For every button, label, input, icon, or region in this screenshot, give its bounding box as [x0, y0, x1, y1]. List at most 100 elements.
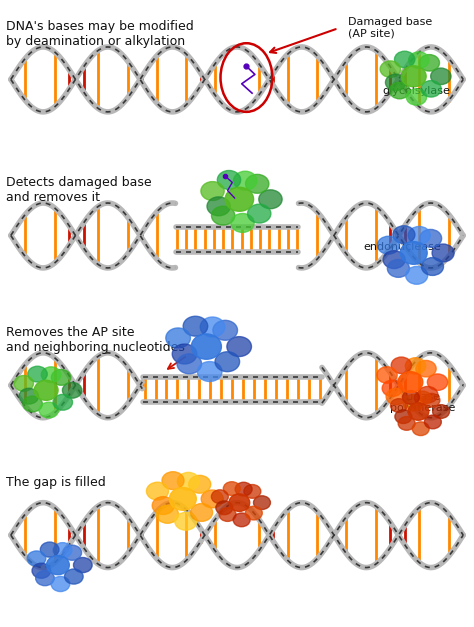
Ellipse shape	[162, 472, 184, 490]
Ellipse shape	[418, 386, 438, 403]
Ellipse shape	[386, 388, 406, 404]
Ellipse shape	[177, 472, 200, 490]
Ellipse shape	[211, 490, 228, 503]
Ellipse shape	[390, 82, 410, 99]
Ellipse shape	[387, 260, 410, 277]
Ellipse shape	[175, 512, 197, 530]
Ellipse shape	[401, 66, 426, 87]
Ellipse shape	[200, 317, 225, 337]
Ellipse shape	[64, 569, 83, 584]
Ellipse shape	[53, 542, 72, 558]
Ellipse shape	[405, 357, 426, 374]
Ellipse shape	[172, 344, 197, 364]
Ellipse shape	[73, 557, 92, 572]
Ellipse shape	[233, 513, 250, 527]
Ellipse shape	[177, 354, 201, 374]
Ellipse shape	[51, 369, 71, 385]
Ellipse shape	[416, 361, 436, 377]
Text: endonuclease: endonuclease	[363, 242, 441, 251]
Ellipse shape	[231, 213, 254, 233]
Ellipse shape	[377, 367, 397, 383]
Text: Ligase
polymerase: Ligase polymerase	[391, 391, 456, 413]
Ellipse shape	[409, 52, 429, 68]
Ellipse shape	[391, 399, 408, 413]
Ellipse shape	[223, 482, 240, 495]
Ellipse shape	[201, 490, 223, 508]
Ellipse shape	[432, 244, 454, 262]
Ellipse shape	[27, 551, 46, 566]
Text: The gap is filled: The gap is filled	[6, 476, 106, 489]
Text: glycolsylase: glycolsylase	[382, 86, 450, 96]
Ellipse shape	[146, 482, 169, 500]
Ellipse shape	[23, 396, 42, 412]
Ellipse shape	[393, 226, 415, 244]
Ellipse shape	[421, 81, 441, 97]
Ellipse shape	[383, 251, 405, 268]
Ellipse shape	[51, 576, 70, 591]
Ellipse shape	[217, 171, 241, 189]
Ellipse shape	[229, 494, 250, 512]
Ellipse shape	[408, 226, 430, 245]
Ellipse shape	[213, 320, 237, 340]
Ellipse shape	[246, 506, 262, 520]
Ellipse shape	[63, 545, 82, 561]
Ellipse shape	[40, 542, 59, 557]
Ellipse shape	[406, 88, 427, 105]
Ellipse shape	[36, 571, 55, 586]
Ellipse shape	[189, 475, 211, 493]
Ellipse shape	[201, 182, 224, 201]
Ellipse shape	[152, 497, 174, 515]
Ellipse shape	[400, 241, 427, 265]
Ellipse shape	[419, 229, 442, 247]
Ellipse shape	[423, 393, 440, 407]
Ellipse shape	[403, 394, 423, 411]
Ellipse shape	[395, 410, 412, 423]
Ellipse shape	[166, 328, 191, 348]
Ellipse shape	[63, 382, 82, 398]
Ellipse shape	[156, 505, 179, 524]
Ellipse shape	[183, 316, 208, 336]
Ellipse shape	[254, 496, 271, 510]
Ellipse shape	[53, 394, 73, 410]
Ellipse shape	[424, 415, 441, 429]
Ellipse shape	[412, 422, 429, 436]
Ellipse shape	[34, 380, 58, 400]
Ellipse shape	[246, 174, 269, 193]
Text: DNA's bases may be modified
by deamination or alkylation: DNA's bases may be modified by deaminati…	[6, 20, 194, 48]
Ellipse shape	[234, 171, 257, 190]
Ellipse shape	[191, 503, 213, 522]
Text: Damaged base
(AP site): Damaged base (AP site)	[348, 17, 432, 39]
Ellipse shape	[227, 337, 252, 357]
Ellipse shape	[408, 403, 429, 420]
Ellipse shape	[259, 190, 282, 209]
Ellipse shape	[421, 258, 444, 275]
Text: Removes the AP site
and neighboring nucleotides: Removes the AP site and neighboring nucl…	[6, 326, 185, 354]
Ellipse shape	[197, 362, 222, 381]
Ellipse shape	[382, 380, 402, 396]
Ellipse shape	[406, 266, 428, 284]
Ellipse shape	[28, 366, 47, 382]
Ellipse shape	[32, 563, 51, 578]
Ellipse shape	[394, 51, 415, 68]
Ellipse shape	[225, 187, 254, 211]
Ellipse shape	[169, 488, 196, 510]
Ellipse shape	[207, 197, 230, 216]
Ellipse shape	[219, 508, 236, 522]
Ellipse shape	[215, 352, 239, 372]
Ellipse shape	[433, 404, 449, 418]
Ellipse shape	[211, 206, 235, 225]
Ellipse shape	[247, 204, 271, 223]
Ellipse shape	[402, 391, 419, 404]
Ellipse shape	[398, 372, 423, 393]
Ellipse shape	[191, 334, 221, 359]
Ellipse shape	[235, 482, 252, 496]
Ellipse shape	[391, 357, 411, 374]
Ellipse shape	[380, 61, 401, 77]
Ellipse shape	[39, 402, 59, 418]
Ellipse shape	[431, 68, 451, 85]
Ellipse shape	[244, 485, 261, 498]
Ellipse shape	[216, 501, 233, 515]
Ellipse shape	[46, 556, 69, 575]
Ellipse shape	[414, 391, 431, 405]
Text: Detects damaged base
and removes it: Detects damaged base and removes it	[6, 176, 152, 204]
